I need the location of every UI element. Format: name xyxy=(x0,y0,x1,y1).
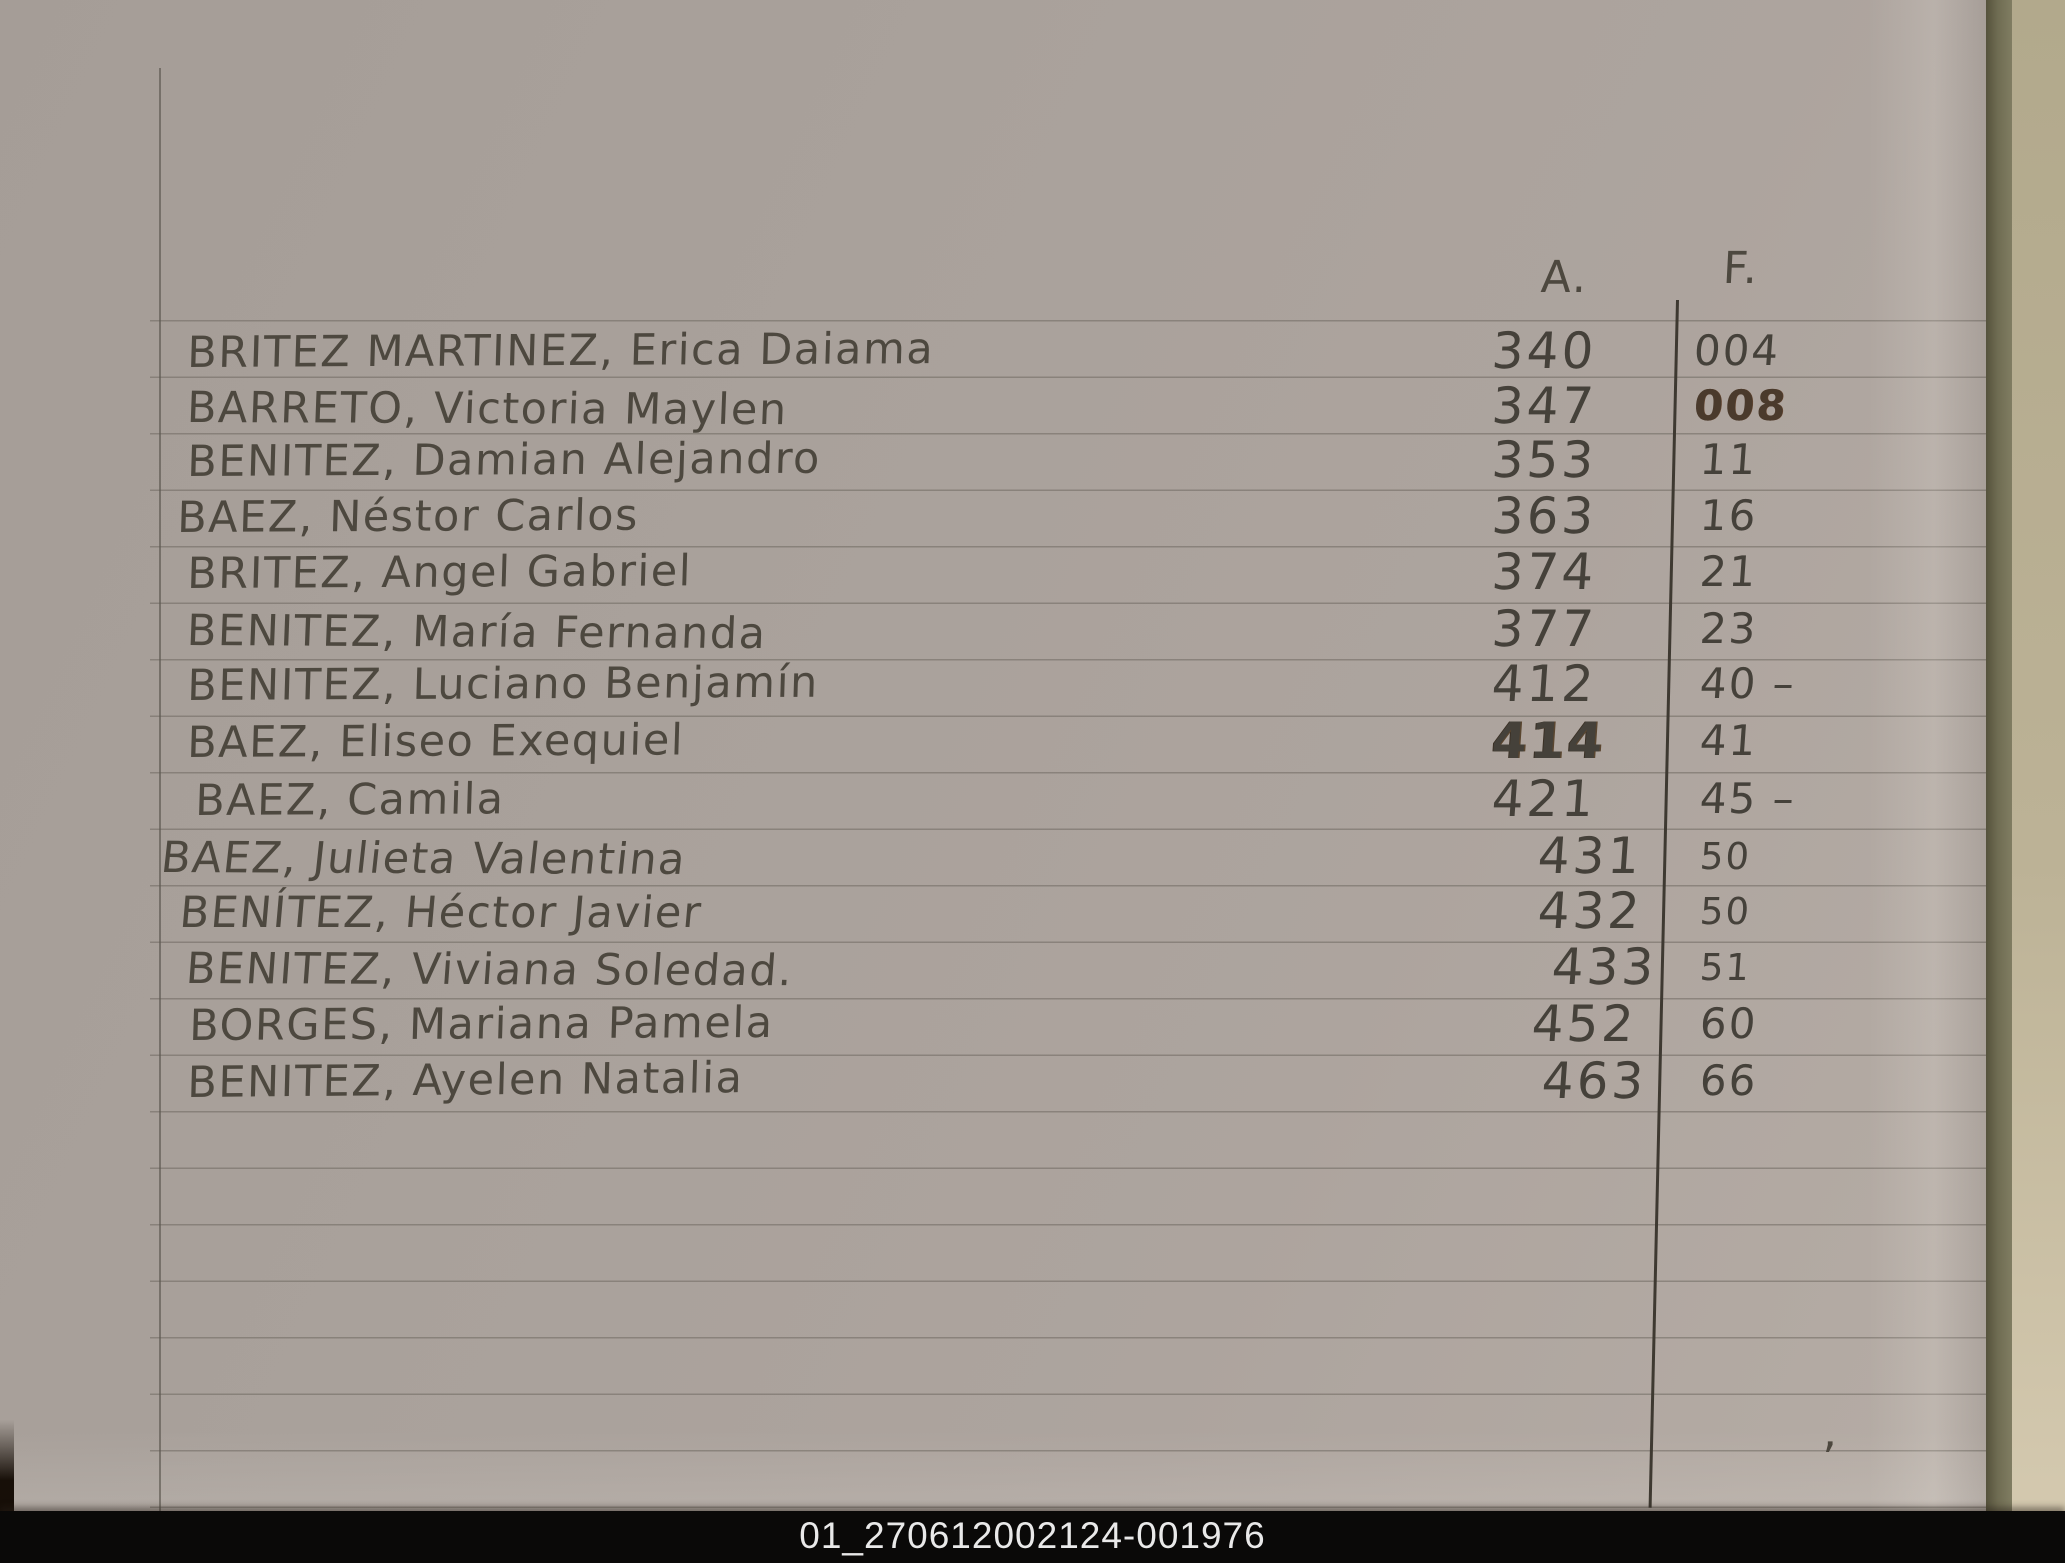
entry-f-value: 004 xyxy=(1692,326,1782,375)
ledger-row: BAEZ, Néstor Carlos 363 16 xyxy=(0,487,2065,545)
entry-f-value: 40 – xyxy=(1698,659,1798,708)
entry-a-value: 421 xyxy=(1489,770,1599,828)
entry-a-value: 452 xyxy=(1529,995,1639,1053)
ledger-row: BENITEZ, Damian Alejandro 353 11 xyxy=(0,431,2065,489)
entry-f-value: 60 xyxy=(1698,999,1760,1048)
ledger-row: BENITEZ, Ayelen Natalia 463 66 xyxy=(0,1052,2065,1110)
ledger-row: BORGES, Mariana Pamela 452 60 xyxy=(0,995,2065,1053)
entry-f-value: 41 xyxy=(1698,716,1760,765)
entry-a-value: 363 xyxy=(1489,487,1599,545)
entry-name: BENITEZ, Viviana Soledad. xyxy=(184,944,796,997)
entry-f-value: 66 xyxy=(1698,1056,1760,1105)
entry-name: BAEZ, Néstor Carlos xyxy=(176,490,640,543)
ledger-row: BAEZ, Camila 421 45 – xyxy=(0,770,2065,828)
entry-f-value: 50 xyxy=(1698,890,1753,933)
entry-name: BENITEZ, María Fernanda xyxy=(185,606,768,660)
entry-a-value: 374 xyxy=(1489,543,1599,601)
ledger-row: BRITEZ MARTINEZ, Erica Daiama 340 004 xyxy=(0,322,2065,380)
entry-a-value: 463 xyxy=(1539,1052,1649,1110)
ledger-row: BARRETO, Victoria Maylen 347 008 xyxy=(0,377,2065,435)
entry-f-value: 45 – xyxy=(1698,774,1798,823)
entry-name: BRITEZ MARTINEZ, Erica Daiama xyxy=(186,324,936,378)
ledger-row: BENÍTEZ, Héctor Javier 432 50 xyxy=(0,882,2065,940)
page-edge xyxy=(1986,0,2012,1563)
entry-f-value: 50 xyxy=(1698,835,1753,878)
ledger-row: BAEZ, Julieta Valentina 431 50 xyxy=(0,827,2065,885)
ledger-row: BENITEZ, Luciano Benjamín 412 40 – xyxy=(0,655,2065,713)
entry-a-value: 414 xyxy=(1489,712,1608,770)
entry-f-value: 11 xyxy=(1698,435,1760,484)
column-header-a: A. xyxy=(1539,252,1590,303)
entry-f-value: 23 xyxy=(1698,604,1760,653)
entry-name: BARRETO, Victoria Maylen xyxy=(186,383,789,436)
entry-name: BRITEZ, Angel Gabriel xyxy=(186,546,693,599)
stray-pen-mark: ’ xyxy=(1822,1432,1837,1486)
next-page-edge xyxy=(2012,0,2065,1563)
scanner-id-label: 01_270612002124-001976 xyxy=(799,1515,1266,1556)
entry-a-value: 347 xyxy=(1489,377,1599,435)
entry-name: BENITEZ, Ayelen Natalia xyxy=(186,1053,745,1108)
entry-a-value: 377 xyxy=(1489,600,1599,658)
ledger-row: BENITEZ, Viviana Soledad. 433 51 xyxy=(0,938,2065,996)
entry-a-value: 412 xyxy=(1489,655,1599,713)
entry-name: BENITEZ, Luciano Benjamín xyxy=(186,657,820,711)
entry-a-value: 353 xyxy=(1489,431,1599,489)
ledger-row: BENITEZ, María Fernanda 377 23 xyxy=(0,600,2065,660)
entry-f-value: 21 xyxy=(1698,547,1760,596)
entry-name: BAEZ, Eliseo Exequiel xyxy=(186,715,686,768)
entry-a-value: 433 xyxy=(1549,938,1659,996)
margin-line xyxy=(159,68,161,1512)
entry-name: BENITEZ, Damian Alejandro xyxy=(186,433,822,487)
entry-f-value: 51 xyxy=(1698,946,1753,989)
entry-name: BENÍTEZ, Héctor Javier xyxy=(177,888,705,938)
ledger-row: BAEZ, Eliseo Exequiel 414 41 xyxy=(0,712,2065,770)
entry-a-value: 432 xyxy=(1535,882,1645,940)
entry-name: BAEZ, Camila xyxy=(194,774,506,826)
entry-name: BAEZ, Julieta Valentina xyxy=(158,833,689,885)
ledger-row: BRITEZ, Angel Gabriel 374 21 xyxy=(0,543,2065,601)
entry-a-value: 340 xyxy=(1489,322,1599,380)
entry-f-value: 16 xyxy=(1698,491,1760,540)
entry-a-value: 431 xyxy=(1535,827,1645,885)
page-curl-highlight xyxy=(1868,0,1988,1563)
scanner-id-bar: 01_270612002124-001976 xyxy=(0,1511,2065,1563)
entry-f-value: 008 xyxy=(1692,381,1790,430)
column-header-f: F. xyxy=(1721,243,1761,294)
corner-shadow xyxy=(0,1420,14,1530)
entry-name: BORGES, Mariana Pamela xyxy=(188,997,775,1051)
ruled-lines xyxy=(150,320,1990,1512)
